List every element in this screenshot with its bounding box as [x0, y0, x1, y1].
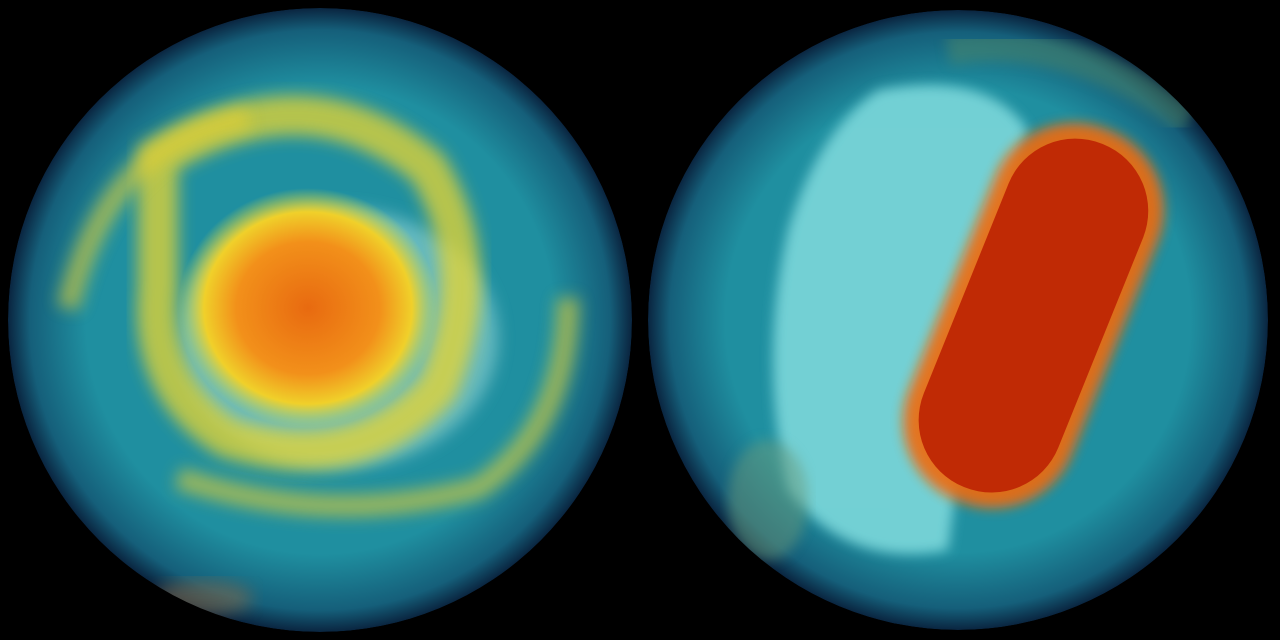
left-globe: [8, 8, 632, 632]
antarctica-landmass: [773, 85, 1028, 554]
left-globe-image: [8, 8, 632, 632]
polar-vortex-core: [178, 188, 438, 428]
right-globe-image: [648, 10, 1268, 630]
polar-vortex-core: [918, 138, 1149, 493]
right-globe: [648, 10, 1268, 630]
